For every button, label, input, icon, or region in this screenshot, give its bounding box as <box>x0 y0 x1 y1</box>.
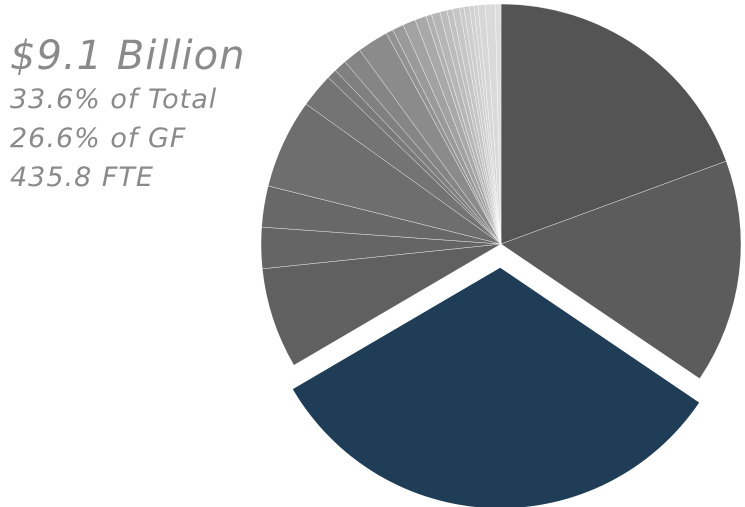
pie-slice <box>495 3 502 245</box>
pie-slice <box>500 3 727 245</box>
pie-slice-highlighted <box>292 267 700 507</box>
amount-label: $9.1 Billion <box>10 33 246 79</box>
fte-label: 435.8 FTE <box>10 162 154 193</box>
pie-slice <box>500 160 742 379</box>
percent-of-gf-label: 26.6% of GF <box>10 123 187 154</box>
pie-slices <box>260 3 742 507</box>
percent-of-total-label: 33.6% of Total <box>10 84 218 115</box>
stats-block: $9.1 Billion 33.6% of Total 26.6% of GF … <box>10 36 246 203</box>
